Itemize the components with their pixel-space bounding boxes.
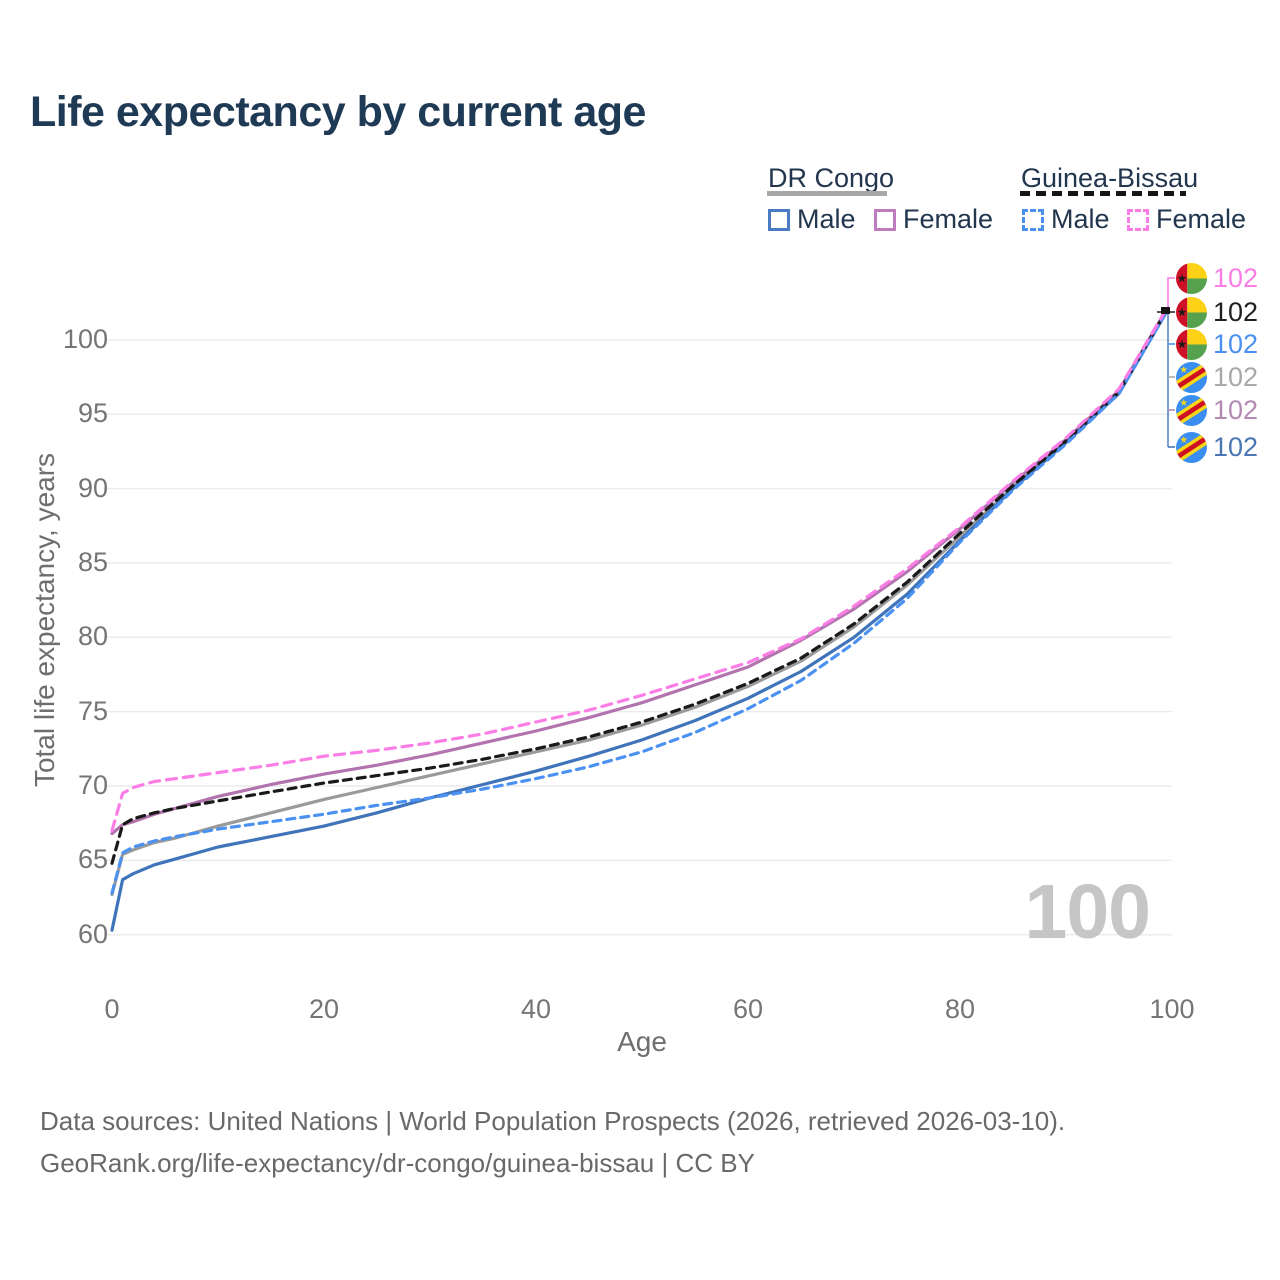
legend-line-sample-dr-congo [767,191,887,196]
guinea-bissau-flag-icon [1176,329,1207,360]
y-axis-title: Total life expectancy, years [29,452,60,788]
x-tick-label: 0 [104,994,120,1024]
guinea-bissau-flag-icon [1176,263,1207,294]
legend-label-drcongo-male: Male [797,204,856,234]
series-end-label-drc-female: 102 [1176,394,1258,426]
x-tick-label: 40 [520,994,552,1024]
legend-swatch-drcongo-female [874,208,896,231]
legend-swatch-drcongo-male [768,208,790,231]
series-end-label-drc-total: 102 [1176,361,1258,393]
y-tick-label: 60 [77,918,108,949]
y-tick-label: 100 [62,323,108,354]
legend-label-gnb-female: Female [1156,204,1247,234]
x-tick-label: 60 [732,994,764,1024]
x-tick-label: 80 [944,994,976,1024]
dr-congo-flag-icon [1176,362,1207,393]
guinea-bissau-flag-icon [1176,297,1207,328]
legend-swatch-gnb-male [1022,208,1044,231]
x-tick-label: 100 [1149,994,1195,1024]
series-line-dr-congo-both [110,309,1169,897]
leader-line [1167,277,1175,311]
series-end-label-gnb-total: 102 [1176,296,1258,328]
y-tick-label: 80 [77,621,108,652]
end-value: 102 [1213,262,1259,293]
series-end-label-gnb-male: 102 [1176,328,1258,360]
y-tick-label: 85 [77,546,108,577]
dr-congo-flag-icon [1176,432,1207,463]
end-value: 102 [1213,328,1259,359]
legend-label-gnb-male: Male [1051,204,1110,234]
end-value: 102 [1213,394,1259,425]
y-tick-label: 70 [77,769,108,800]
end-value: 102 [1213,431,1259,462]
series-line-guinea-bissau-male [110,310,1169,895]
y-tick-label: 65 [77,844,108,875]
legend-group-dr-congo: DR Congo [768,163,895,193]
data-sources-note: Data sources: United Nations | World Pop… [40,1106,1066,1136]
legend-item-gnb-female[interactable]: Female [1127,204,1246,235]
legend-item-drcongo-male[interactable]: Male [768,204,856,235]
attribution-note: GeoRank.org/life-expectancy/dr-congo/gui… [40,1148,755,1178]
end-value: 102 [1213,361,1259,392]
legend-item-gnb-male[interactable]: Male [1022,204,1110,235]
series-line-guinea-bissau-both [110,308,1169,865]
legend-label-drcongo-female: Female [903,204,994,234]
x-axis-title: Age [617,1026,667,1057]
series-line-dr-congo-male [110,310,1169,932]
y-tick-label: 90 [77,472,108,503]
legend-line-sample-guinea-bissau [1020,191,1186,196]
x-tick-label: 20 [308,994,340,1024]
end-value: 102 [1213,296,1259,327]
series-line-dr-congo-female [110,307,1169,836]
series-endpoint-marker [1161,307,1170,314]
series-end-label-drc-male: 102 [1176,431,1258,463]
legend-group-guinea-bissau: Guinea-Bissau [1021,163,1199,193]
dr-congo-flag-icon [1176,395,1207,426]
age-counter-watermark: 100 [1024,869,1151,955]
series-end-label-gnb-female: 102 [1176,262,1258,294]
series-line-guinea-bissau-female [110,307,1169,833]
chart-title: Life expectancy by current age [30,88,646,136]
y-tick-label: 75 [77,695,108,726]
y-tick-label: 95 [77,398,108,429]
legend-swatch-gnb-female [1127,208,1149,231]
legend-item-drcongo-female[interactable]: Female [874,204,993,235]
